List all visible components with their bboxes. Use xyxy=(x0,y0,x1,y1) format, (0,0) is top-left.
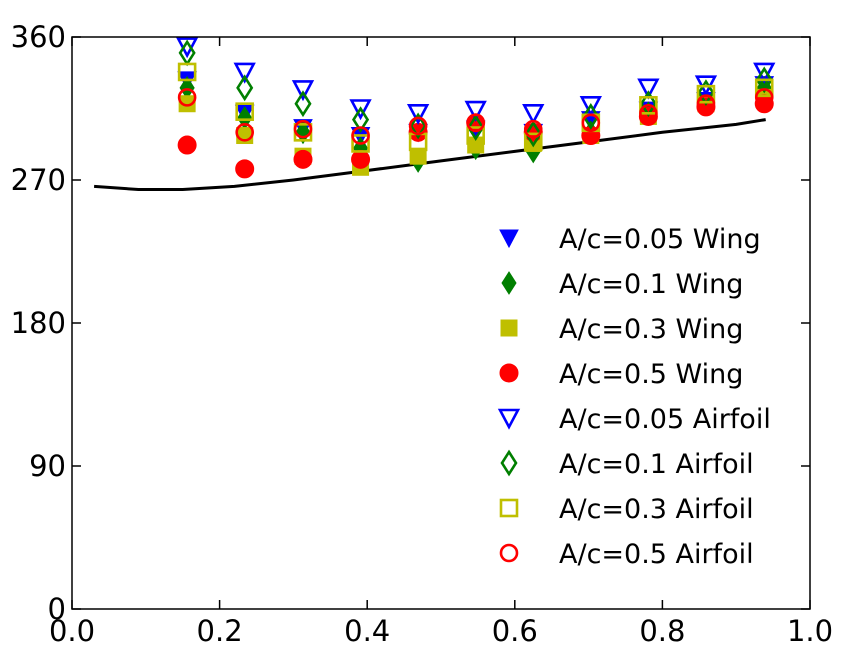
legend-marker xyxy=(499,498,519,518)
legend-label: A/c=0.5 Wing xyxy=(559,359,743,390)
legend: A/c=0.05 Wing A/c=0.1 Wing A/c=0.3 Wing A/c… xyxy=(497,224,771,570)
legend-item-3: A/c=0.3 Wing xyxy=(500,314,743,345)
y-tick-label: 360 xyxy=(11,20,66,54)
data-point xyxy=(523,119,543,139)
data-point xyxy=(233,62,256,84)
data-point xyxy=(639,90,657,118)
data-point xyxy=(466,126,485,145)
data-point xyxy=(524,120,542,148)
data-point xyxy=(291,80,315,102)
legend-label: A/c=0.5 Airfoil xyxy=(559,539,754,570)
data-point xyxy=(177,62,197,82)
reference-line xyxy=(93,118,766,191)
legend-marker xyxy=(501,271,517,295)
data-point xyxy=(178,95,196,113)
y-tick-label: 180 xyxy=(11,306,66,340)
data-point xyxy=(351,149,371,169)
legend-item-1: A/c=0.05 Wing xyxy=(499,224,761,255)
legend-marker xyxy=(500,449,518,477)
legend-label: A/c=0.3 Airfoil xyxy=(559,494,754,525)
data-point xyxy=(294,90,312,118)
y-tick-label: 0 xyxy=(48,592,66,626)
x-tick-label: 0.0 xyxy=(49,614,95,648)
legend-item-6: A/c=0.1 Airfoil xyxy=(500,449,754,480)
data-point xyxy=(351,126,370,145)
data-layer xyxy=(93,37,776,191)
legend-item-7: A/c=0.3 Airfoil xyxy=(499,494,754,525)
data-point xyxy=(236,74,254,102)
legend-item-4: A/c=0.5 Wing xyxy=(499,359,743,390)
data-point xyxy=(177,135,197,155)
data-point xyxy=(409,147,427,165)
data-point xyxy=(581,113,601,133)
data-point xyxy=(464,100,487,122)
y-tick-label: 270 xyxy=(11,163,66,197)
data-point xyxy=(466,113,485,133)
data-point xyxy=(409,112,427,140)
data-point xyxy=(523,132,543,152)
x-tick-label: 0.6 xyxy=(492,614,538,648)
series-8 xyxy=(177,88,774,145)
data-point xyxy=(639,96,658,115)
legend-label: A/c=0.05 Airfoil xyxy=(559,404,771,435)
x-tick-label: 1.0 xyxy=(787,614,833,648)
legend-item-8: A/c=0.5 Airfoil xyxy=(499,539,754,570)
data-point xyxy=(295,120,311,145)
legend-label: A/c=0.1 Airfoil xyxy=(559,449,754,480)
data-point xyxy=(639,103,658,123)
clipped-data xyxy=(93,37,776,191)
plot-area xyxy=(72,37,810,609)
data-point xyxy=(755,66,773,94)
legend-label: A/c=0.3 Wing xyxy=(559,314,743,345)
data-point xyxy=(696,84,716,104)
x-tick-label: 0.4 xyxy=(344,614,390,648)
legend-label: A/c=0.1 Wing xyxy=(559,269,743,300)
data-point xyxy=(406,103,430,126)
data-point xyxy=(579,96,602,118)
data-point xyxy=(467,114,485,141)
series-6 xyxy=(178,39,773,148)
data-point xyxy=(637,78,660,100)
x-tick-label: 0.2 xyxy=(197,614,243,648)
data-point xyxy=(349,99,372,121)
data-point xyxy=(293,119,313,139)
data-point xyxy=(696,94,716,114)
legend-marker xyxy=(499,229,519,249)
plot-background xyxy=(72,37,810,609)
data-point xyxy=(235,102,254,121)
data-point xyxy=(352,106,370,134)
legend-marker xyxy=(500,319,518,337)
data-point xyxy=(522,103,545,126)
x-tick-label: 0.8 xyxy=(639,614,685,648)
data-point xyxy=(697,79,715,107)
data-point xyxy=(408,116,428,136)
legend-item-2: A/c=0.1 Wing xyxy=(501,269,743,300)
data-point xyxy=(754,88,774,107)
legend-item-5: A/c=0.05 Airfoil xyxy=(497,404,771,435)
data-point xyxy=(351,134,370,153)
legend-marker xyxy=(499,543,519,563)
data-point xyxy=(235,123,254,142)
data-point xyxy=(235,159,255,179)
data-point xyxy=(754,78,774,98)
data-point xyxy=(177,88,197,107)
y-tick-label: 90 xyxy=(29,449,66,483)
legend-marker xyxy=(497,408,521,430)
legend-marker xyxy=(499,363,519,383)
legend-label: A/c=0.05 Wing xyxy=(559,224,761,255)
data-point xyxy=(582,103,600,130)
axes: 0.0 0.2 0.4 0.6 0.8 1.0 0 90 180 270 360 xyxy=(11,20,833,648)
data-point xyxy=(293,149,313,169)
data-point xyxy=(753,62,776,84)
